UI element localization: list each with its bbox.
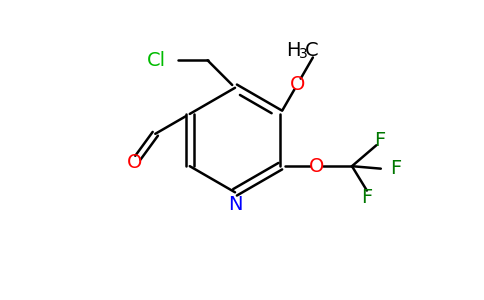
Text: H: H xyxy=(286,41,301,60)
Text: O: O xyxy=(289,75,305,94)
Text: O: O xyxy=(127,153,142,172)
Text: Cl: Cl xyxy=(147,51,166,70)
Text: F: F xyxy=(374,131,385,150)
Text: O: O xyxy=(308,157,324,176)
Text: 3: 3 xyxy=(299,47,307,61)
Text: F: F xyxy=(361,188,373,206)
Text: C: C xyxy=(305,41,319,60)
Text: N: N xyxy=(228,195,242,214)
Text: F: F xyxy=(390,159,402,178)
